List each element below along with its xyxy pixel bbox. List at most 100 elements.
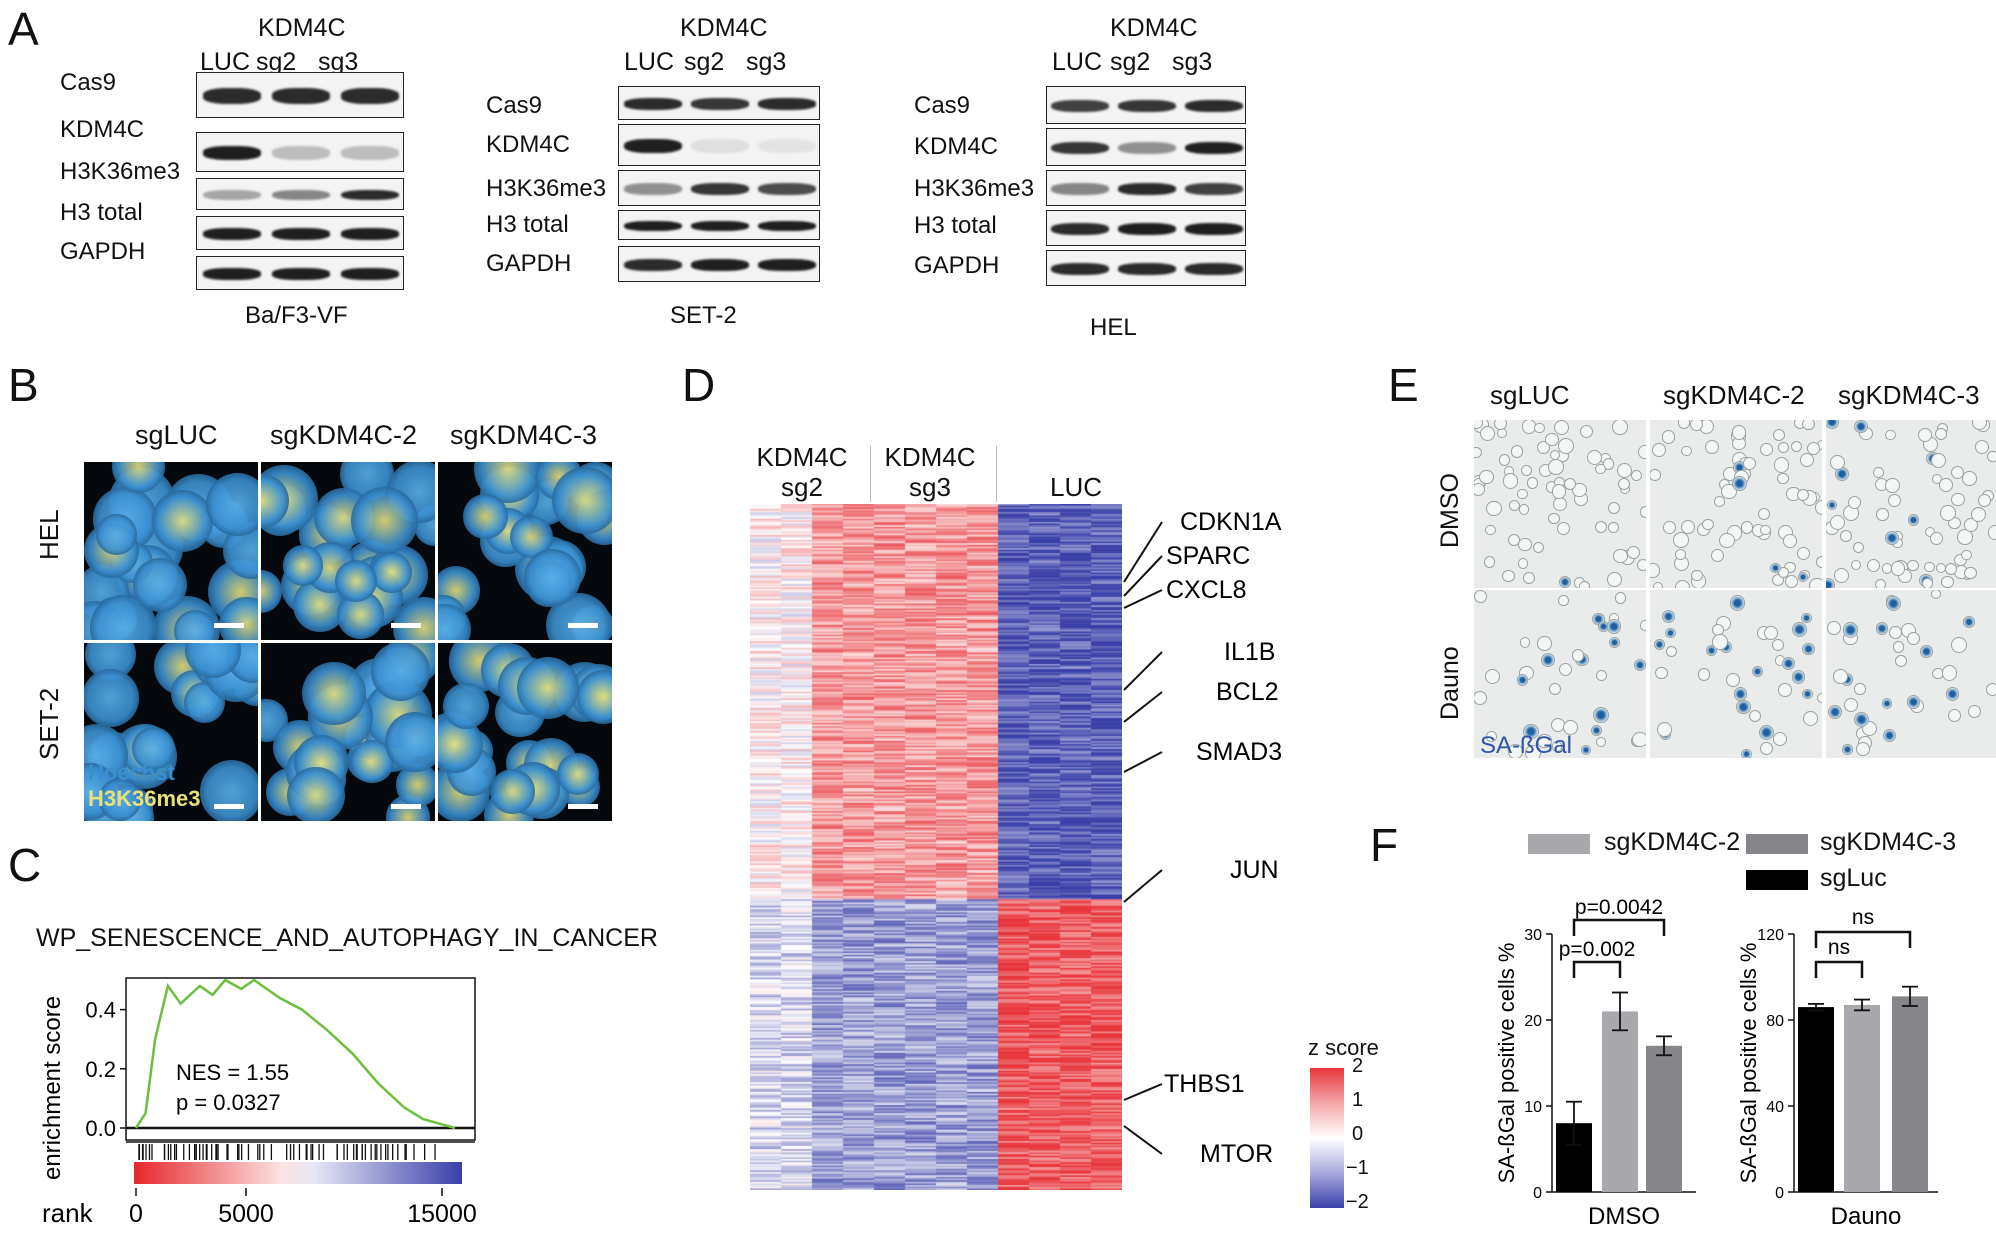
- cell: [1834, 567, 1850, 583]
- gene-label: CDKN1A: [1180, 508, 1282, 536]
- heatmap: [750, 504, 1122, 1190]
- cell: [1580, 424, 1594, 438]
- cell: [1517, 558, 1529, 569]
- cell: [1940, 505, 1956, 521]
- blot-row-label: GAPDH: [486, 250, 572, 277]
- cell: [1609, 637, 1620, 648]
- heatmap-group-divider: [996, 446, 997, 502]
- blot-band: [272, 228, 330, 240]
- cell: [1988, 525, 1996, 540]
- scale-bar: [214, 623, 244, 628]
- legend-swatch-sgkdm4c-3: [1746, 834, 1808, 854]
- cell-nucleus: [96, 514, 137, 555]
- cell: [1854, 420, 1868, 433]
- cell: [1732, 476, 1748, 491]
- cell: [1828, 705, 1843, 720]
- cell: [1650, 469, 1661, 481]
- blot-lane-label: sg2: [684, 48, 725, 76]
- cell: [1742, 457, 1756, 471]
- cell-nucleus: [132, 727, 176, 770]
- blot-band: [758, 138, 817, 154]
- cell: [1710, 548, 1725, 563]
- cell: [1484, 668, 1500, 684]
- blot-band: [1184, 99, 1243, 113]
- colorbar: [1310, 1068, 1344, 1208]
- gsea-xtick-label: 15000: [407, 1200, 477, 1228]
- cell-nucleus: [99, 778, 142, 821]
- cell: [1816, 692, 1822, 704]
- blot-band: [1118, 99, 1176, 113]
- bar-ytick-label: 0: [1533, 1185, 1542, 1202]
- cell: [1675, 549, 1686, 560]
- bar-ytick-label: 10: [1524, 1099, 1542, 1116]
- brightfield-tile: [1474, 590, 1646, 758]
- cell: [1854, 683, 1866, 695]
- blot-band: [272, 88, 330, 104]
- cell-nucleus: [442, 682, 490, 729]
- cell: [1947, 708, 1962, 723]
- cell: [1920, 644, 1934, 658]
- blot-strip: [1046, 128, 1246, 166]
- cell: [1661, 429, 1676, 444]
- cell: [1502, 570, 1515, 583]
- blot-strip: [196, 216, 404, 250]
- cell: [1962, 470, 1978, 486]
- cell: [1771, 639, 1784, 652]
- cell: [1931, 453, 1946, 468]
- significance-bracket: [1572, 918, 1666, 936]
- colorbar-tick: −2: [1346, 1191, 1369, 1213]
- brightfield-tile: [1826, 420, 1996, 588]
- cell: [1474, 420, 1484, 430]
- cell: [1802, 711, 1818, 727]
- gene-leader-line: [1123, 555, 1163, 597]
- gene-label: MTOR: [1200, 1140, 1273, 1168]
- blot-band: [272, 189, 330, 201]
- cell: [1833, 669, 1848, 684]
- gene-label: IL1B: [1224, 638, 1275, 666]
- brightfield-tile: [1474, 420, 1646, 588]
- blot-cell-line: HEL: [1090, 314, 1137, 341]
- cell: [1548, 683, 1561, 696]
- blot-band: [1118, 222, 1176, 236]
- cell: [1796, 547, 1810, 561]
- cell: [1906, 632, 1920, 646]
- blot-band: [1051, 141, 1110, 155]
- significance-label: ns: [1828, 936, 1850, 959]
- cell: [1772, 731, 1788, 746]
- blot-strip: [618, 86, 820, 120]
- cell-nucleus: [206, 472, 258, 536]
- blot-lane-label: sg3: [318, 48, 359, 76]
- cell: [1680, 520, 1696, 535]
- blot-row-label: Cas9: [914, 92, 971, 119]
- cell: [1758, 724, 1775, 741]
- blot-cell-line: Ba/F3-VF: [245, 302, 348, 329]
- cell: [1616, 462, 1632, 479]
- cell: [1934, 428, 1947, 441]
- cell: [1867, 558, 1881, 573]
- cell: [1855, 741, 1871, 757]
- cell-nucleus: [287, 766, 346, 821]
- colorbar-tick: 1: [1352, 1089, 1364, 1111]
- gene-leader-line: [1123, 521, 1163, 583]
- blot-strip: [196, 132, 404, 172]
- cell: [1876, 508, 1889, 521]
- legend-swatch-sgluc: [1746, 870, 1808, 890]
- heatmap-group-luc: LUC: [1050, 472, 1103, 502]
- cell: [1690, 420, 1704, 431]
- micrograph-col-sgluc: sgLUC: [135, 420, 218, 450]
- blot-lane-label: sg3: [1172, 48, 1213, 76]
- cell: [1519, 637, 1530, 648]
- cell-nucleus: [84, 669, 139, 727]
- cell: [1613, 548, 1629, 564]
- cell: [1614, 592, 1627, 604]
- gsea-xtick-label: 0: [129, 1200, 143, 1228]
- cell: [1929, 531, 1943, 545]
- gene-label: SPARC: [1166, 542, 1250, 570]
- cell: [1518, 503, 1530, 515]
- cell: [1945, 687, 1960, 701]
- bar-ytick-label: 30: [1524, 927, 1542, 944]
- cell: [1773, 429, 1786, 442]
- blot-band: [623, 258, 682, 272]
- cell: [1548, 459, 1565, 475]
- cell: [1526, 477, 1538, 489]
